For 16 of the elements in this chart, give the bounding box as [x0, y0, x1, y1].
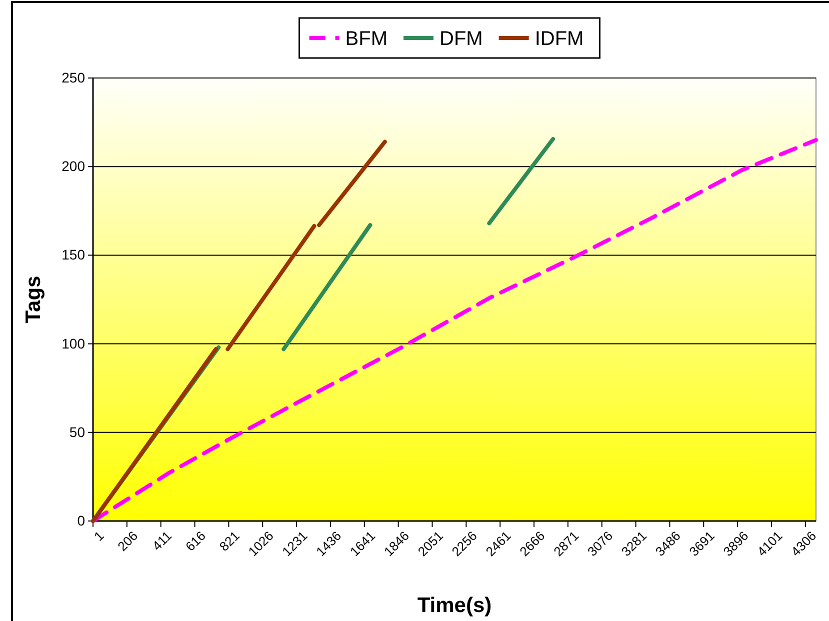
x-tick-label: 206	[114, 528, 141, 554]
y-tick-label: 50	[69, 424, 86, 440]
legend-label: IDFM	[534, 28, 584, 50]
legend-label: DFM	[440, 28, 483, 50]
x-tick-label: 411	[149, 528, 175, 554]
y-tick-label: 150	[62, 246, 86, 263]
x-axis-title: Time(s)	[417, 594, 492, 617]
y-axis-title: Tags	[22, 276, 45, 324]
y-tick-label: 100	[62, 335, 86, 352]
y-tick-label: 0	[77, 512, 86, 528]
x-tick-label: 616	[182, 528, 208, 554]
legend-label: BFM	[345, 28, 388, 50]
x-tick-label: 821	[216, 528, 242, 554]
y-tick-label: 200	[62, 158, 86, 174]
y-tick-label: 250	[62, 69, 86, 86]
x-tick-label: 1	[90, 528, 107, 544]
